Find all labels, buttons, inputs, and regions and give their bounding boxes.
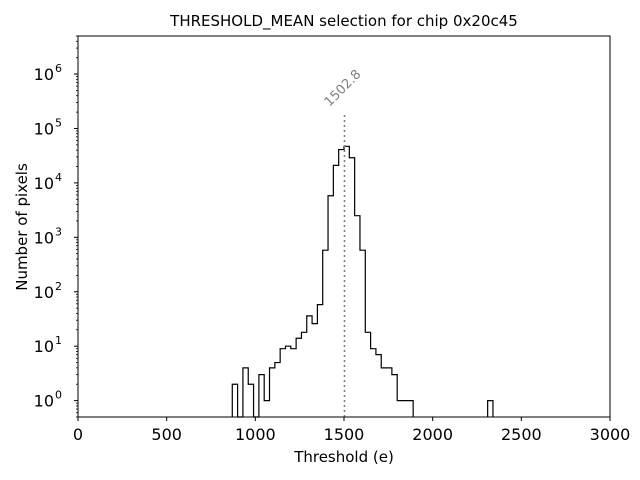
chart-title: THRESHOLD_MEAN selection for chip 0x20c4… — [169, 12, 518, 31]
histogram-bars — [232, 146, 493, 417]
histogram-bin — [307, 316, 312, 417]
histogram-bin — [339, 150, 344, 417]
histogram-bin — [408, 401, 413, 417]
y-tick-exponent: 5 — [55, 116, 62, 129]
histogram-outline — [231, 145, 494, 418]
histogram-bin — [270, 368, 275, 417]
histogram-bin — [248, 384, 253, 417]
histogram-bin — [285, 346, 290, 417]
y-tick-label: 10 — [34, 65, 54, 84]
x-tick-label: 0 — [73, 425, 83, 444]
y-tick-label: 10 — [34, 174, 54, 193]
plot-frame — [77, 35, 611, 418]
histogram-bin — [387, 368, 392, 417]
histogram-bin — [349, 158, 354, 417]
x-tick-label: 2500 — [501, 425, 542, 444]
histogram-bin — [392, 375, 397, 417]
x-axis-label: Threshold (e) — [293, 448, 394, 466]
histogram-bin — [371, 349, 376, 417]
histogram-bin — [355, 216, 360, 417]
histogram-bin — [259, 375, 264, 417]
y-tick-exponent: 3 — [55, 225, 62, 238]
histogram-bin — [291, 349, 296, 417]
mean-marker-label: 1502.8 — [322, 67, 365, 110]
histogram-bin — [323, 250, 328, 417]
y-tick-label: 10 — [34, 228, 54, 247]
y-tick-exponent: 1 — [55, 334, 62, 347]
x-tick-label: 1000 — [235, 425, 276, 444]
y-tick-exponent: 0 — [55, 389, 62, 402]
histogram-bin — [264, 401, 269, 417]
histogram-bin — [397, 401, 402, 417]
x-ticks: 0 500 1000 1500 2000 2500 3000 — [73, 417, 630, 444]
histogram-bin — [301, 332, 306, 417]
x-tick-label: 3000 — [590, 425, 631, 444]
histogram-bin — [381, 368, 386, 417]
x-tick-label: 1500 — [324, 425, 365, 444]
histogram-bin — [312, 324, 317, 417]
y-tick-exponent: 2 — [55, 280, 62, 293]
histogram-bin — [328, 196, 333, 417]
histogram-bin — [280, 349, 285, 417]
y-axis-label: Number of pixels — [13, 163, 31, 291]
histogram-bin — [376, 355, 381, 417]
y-tick-label: 10 — [34, 337, 54, 356]
y-tick-exponent: 6 — [55, 62, 62, 75]
histogram-bin — [403, 401, 408, 417]
y-tick-label: 10 — [34, 392, 54, 411]
y-tick-label: 10 — [34, 283, 54, 302]
histogram-bin — [232, 384, 237, 417]
x-tick-label: 2000 — [412, 425, 453, 444]
histogram-bin — [365, 332, 370, 417]
histogram-bin — [296, 338, 301, 417]
histogram-bin — [275, 363, 280, 417]
y-tick-label: 10 — [34, 119, 54, 138]
histogram-bin — [243, 368, 248, 417]
histogram-bin — [333, 165, 338, 417]
x-tick-label: 500 — [151, 425, 182, 444]
histogram-bin — [317, 305, 322, 417]
histogram-bin — [360, 250, 365, 417]
histogram-bin — [488, 401, 493, 417]
y-tick-exponent: 4 — [55, 171, 62, 184]
